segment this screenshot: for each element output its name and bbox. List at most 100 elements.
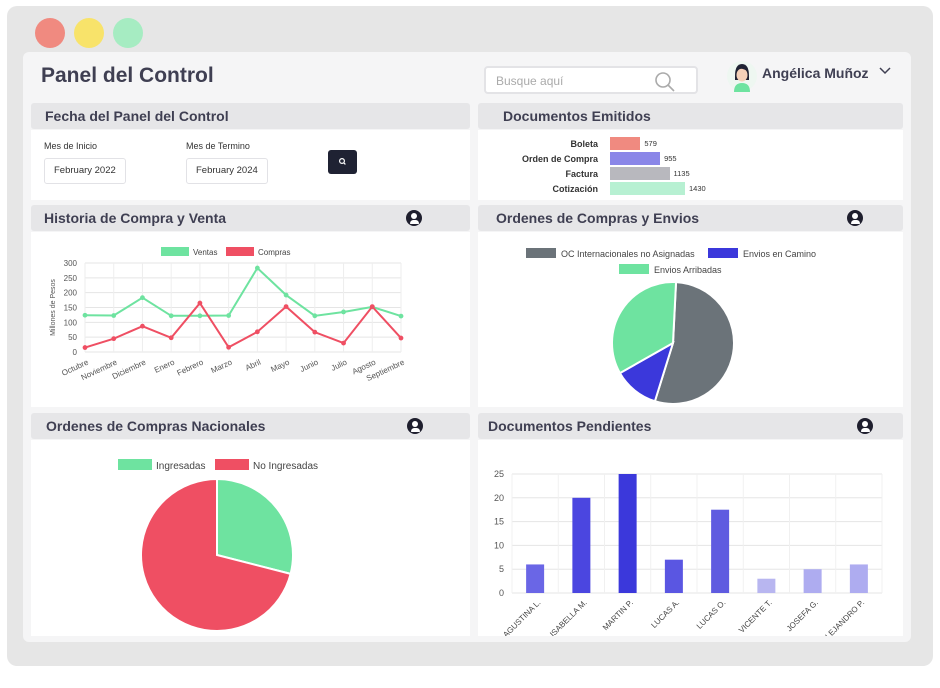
data-point [254,265,260,271]
legend-label: No Ingresadas [253,461,318,472]
bar [572,497,591,593]
data-point [197,313,203,319]
docs-pending-bar-chart: 0 5 10 15 20 25 AGUSTINA L. ISABELLA M. MARTIN P… [494,469,883,645]
user-circle-icon[interactable] [857,418,873,434]
end-month-input[interactable]: February 2024 [186,158,268,184]
legend-swatch [226,247,254,256]
document-value: 955 [664,154,677,163]
document-value: 579 [644,139,657,148]
y-tick-label: 0 [499,588,504,598]
start-month-input[interactable]: February 2022 [44,158,126,184]
legend-swatch [526,248,556,258]
bar [849,564,868,593]
bar [526,564,545,593]
orders-envios-title: Ordenes de Compras y Envios [496,210,700,226]
date-panel-title: Fecha del Panel del Control [45,108,229,124]
data-point [369,304,375,310]
x-tick-label: Abril [244,358,263,373]
bar [803,569,822,593]
data-point [82,345,88,350]
window-minimize-dot[interactable] [74,18,104,48]
data-point [140,323,145,329]
legend-swatch [619,264,649,274]
pie-slice [140,477,292,632]
data-point [398,335,404,341]
orders-nacionales-body: Ingresadas No Ingresadas [31,440,470,636]
document-bar [610,167,670,180]
y-tick-label: 15 [494,517,504,527]
documents-emitted-header: Documentos Emitidos [478,103,903,129]
search-icon [339,158,346,165]
data-point [168,313,174,319]
x-tick-label: ALEJANDRO P. [820,598,867,636]
document-value: 1430 [689,184,706,193]
y-tick-label: 100 [64,318,78,327]
y-tick-label: 25 [494,469,504,479]
search-box[interactable]: Busque aquí [484,66,698,94]
y-tick-label: 10 [494,540,504,550]
date-panel-header: Fecha del Panel del Control [31,103,470,129]
y-tick-label: 200 [64,289,78,298]
window-close-dot[interactable] [35,18,65,48]
user-name: Angélica Muñoz [762,65,869,81]
x-tick-label: Febrero [176,357,206,377]
legend-swatch [161,247,189,256]
data-point [283,292,289,298]
bar [664,559,683,593]
legend-label: Ventas [193,248,217,257]
data-point [398,313,404,319]
legend-label: OC Internacionales no Asignadas [561,249,695,259]
document-value: 1135 [673,169,690,178]
apply-dates-button[interactable] [328,150,357,174]
history-title: Historia de Compra y Venta [44,210,227,226]
y-tick-label: 250 [64,274,78,283]
x-tick-label: LUCAS A. [649,598,681,630]
x-tick-label: ISABELLA M. [548,598,589,636]
legend-label: Envios en Camino [743,249,816,259]
orders-nacionales-title: Ordenes de Compras Nacionales [46,418,266,434]
y-tick-label: 150 [64,304,78,313]
document-bar [610,182,685,195]
document-label: Boleta [570,139,598,149]
chevron-down-icon[interactable] [878,66,892,76]
legend-swatch [215,459,249,470]
document-label: Cotización [552,184,598,194]
x-tick-label: VICENTE T. [737,598,774,635]
history-body: 0 50 100 150 200 250 300 Octubre Noviembre Diciem… [31,232,470,407]
x-tick-label: Mayo [269,357,291,374]
data-point [283,304,289,310]
y-tick-label: 5 [499,564,504,574]
y-tick-label: 20 [494,493,504,503]
y-tick-label: 0 [73,348,78,357]
document-bar [610,152,661,165]
user-circle-icon[interactable] [406,210,422,226]
x-tick-label: Julio [330,357,349,372]
bar [618,474,637,593]
data-point [341,340,346,346]
x-tick-label: AGUSTINA L. [501,598,542,636]
orders-envios-header: Ordenes de Compras y Envios [478,205,903,231]
data-point [226,344,232,350]
x-tick-label: Enero [153,357,177,374]
user-circle-icon[interactable] [847,210,863,226]
y-axis-label: Millones de Pesos [50,279,57,336]
document-label: Factura [565,169,598,179]
search-icon[interactable] [654,71,676,93]
data-point [197,300,203,306]
page-title: Panel del Control [41,64,214,87]
pie-slice [611,281,678,375]
user-circle-icon[interactable] [407,418,423,434]
history-header: Historia de Compra y Venta [31,205,470,231]
data-point [111,313,117,318]
legend-label: Envios Arribadas [654,265,722,275]
bar [711,509,730,593]
y-tick-label: 300 [64,259,78,268]
data-point [82,312,88,318]
document-bar [610,137,641,150]
window-maximize-dot[interactable] [113,18,143,48]
search-input[interactable]: Busque aquí [496,74,564,88]
docs-pending-title: Documentos Pendientes [488,418,652,434]
data-point [111,336,117,342]
legend-label: Compras [258,248,290,257]
series-line [84,301,402,349]
